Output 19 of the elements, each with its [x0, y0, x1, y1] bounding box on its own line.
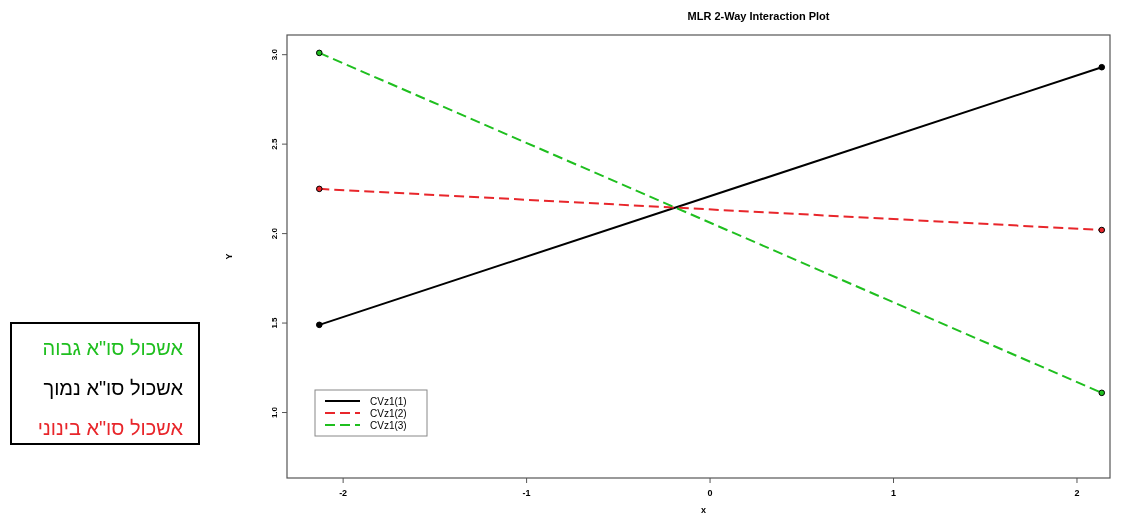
y-axis-title: Y: [224, 253, 234, 260]
y-tick-label: 2.5: [270, 138, 279, 150]
x-tick-label: 2: [1074, 488, 1080, 498]
x-axis-title: x: [700, 505, 707, 515]
text: אשכול סו"א גבוה: [41, 336, 183, 361]
legend-label: CVz1(3): [370, 420, 407, 431]
y-tick-label: 1.5: [270, 316, 279, 329]
x-tick-label: 1: [891, 488, 897, 498]
text: אשכול סו"א נמוך: [42, 376, 183, 401]
text: אשכול סו"א בינוני: [36, 416, 183, 441]
y-tick-label: 1.0: [270, 406, 279, 419]
legend-label: CVz1(1): [370, 396, 407, 407]
x-tick-label: 0: [707, 488, 713, 498]
x-tick-label: -1: [522, 488, 531, 498]
y-tick-label: 3.0: [270, 48, 279, 61]
legend-label: CVz1(2): [370, 408, 407, 419]
x-tick-label: -2: [339, 488, 348, 498]
chart-title: MLR 2-Way Interaction Plot: [687, 10, 830, 22]
y-tick-label: 2.0: [270, 227, 279, 240]
